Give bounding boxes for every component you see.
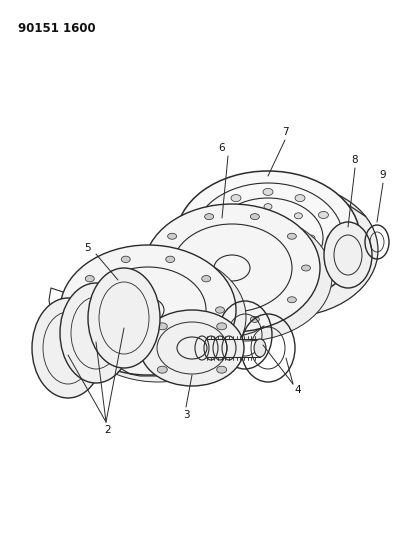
Ellipse shape bbox=[199, 235, 209, 241]
Text: 9: 9 bbox=[380, 170, 386, 180]
Ellipse shape bbox=[318, 257, 329, 264]
Ellipse shape bbox=[287, 297, 296, 303]
Ellipse shape bbox=[166, 256, 175, 263]
Ellipse shape bbox=[204, 214, 214, 220]
Ellipse shape bbox=[250, 214, 259, 220]
Ellipse shape bbox=[88, 268, 160, 368]
Ellipse shape bbox=[70, 252, 246, 382]
Ellipse shape bbox=[167, 233, 177, 239]
Ellipse shape bbox=[202, 338, 211, 344]
Text: 6: 6 bbox=[219, 143, 225, 153]
Ellipse shape bbox=[208, 257, 217, 264]
Ellipse shape bbox=[234, 213, 242, 219]
Ellipse shape bbox=[157, 366, 167, 373]
Ellipse shape bbox=[121, 358, 130, 364]
Ellipse shape bbox=[85, 338, 94, 344]
Ellipse shape bbox=[140, 310, 244, 386]
Ellipse shape bbox=[157, 323, 167, 330]
Ellipse shape bbox=[301, 265, 310, 271]
Ellipse shape bbox=[327, 235, 337, 241]
Ellipse shape bbox=[85, 276, 94, 282]
Ellipse shape bbox=[32, 298, 104, 398]
Ellipse shape bbox=[144, 204, 320, 332]
Ellipse shape bbox=[263, 280, 273, 288]
Text: 90151 1600: 90151 1600 bbox=[18, 22, 96, 35]
Ellipse shape bbox=[202, 276, 211, 282]
Ellipse shape bbox=[176, 171, 360, 305]
Ellipse shape bbox=[166, 358, 175, 364]
Text: 8: 8 bbox=[352, 155, 358, 165]
Ellipse shape bbox=[156, 213, 332, 341]
Ellipse shape bbox=[71, 307, 80, 313]
Ellipse shape bbox=[264, 266, 272, 272]
Ellipse shape bbox=[60, 245, 236, 375]
Ellipse shape bbox=[208, 212, 217, 219]
Ellipse shape bbox=[204, 317, 214, 322]
Ellipse shape bbox=[121, 256, 130, 263]
Ellipse shape bbox=[194, 183, 378, 317]
Text: 7: 7 bbox=[282, 127, 288, 137]
Ellipse shape bbox=[264, 204, 272, 209]
Ellipse shape bbox=[217, 323, 227, 330]
Text: 5: 5 bbox=[85, 243, 91, 253]
Ellipse shape bbox=[154, 265, 162, 271]
Ellipse shape bbox=[216, 307, 225, 313]
Ellipse shape bbox=[294, 257, 303, 263]
Ellipse shape bbox=[60, 283, 132, 383]
Ellipse shape bbox=[294, 213, 303, 219]
Ellipse shape bbox=[307, 235, 315, 241]
Text: 4: 4 bbox=[295, 385, 301, 395]
Ellipse shape bbox=[250, 317, 259, 322]
Ellipse shape bbox=[295, 274, 305, 281]
Ellipse shape bbox=[287, 233, 296, 239]
Ellipse shape bbox=[263, 189, 273, 196]
Ellipse shape bbox=[217, 366, 227, 373]
Ellipse shape bbox=[295, 195, 305, 201]
Text: 3: 3 bbox=[183, 410, 189, 420]
Ellipse shape bbox=[254, 339, 266, 357]
Ellipse shape bbox=[167, 297, 177, 303]
Ellipse shape bbox=[324, 222, 372, 288]
Ellipse shape bbox=[318, 212, 329, 219]
Ellipse shape bbox=[234, 257, 242, 263]
Ellipse shape bbox=[231, 195, 241, 201]
Ellipse shape bbox=[221, 235, 229, 241]
Text: 2: 2 bbox=[105, 425, 112, 435]
Ellipse shape bbox=[231, 274, 241, 281]
